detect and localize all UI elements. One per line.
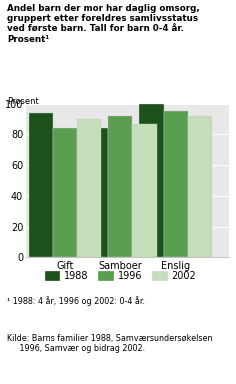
Bar (164, 111, 188, 257)
Text: Kilde: Barns familier 1988, Samværsundersøkelsen
     1996, Samvær og bidrag 200: Kilde: Barns familier 1988, Samværsunder… (7, 334, 213, 353)
Legend: 1988, 1996, 2002: 1988, 1996, 2002 (45, 270, 196, 281)
Bar (29, 113, 53, 257)
Bar (84, 128, 108, 257)
Bar (188, 116, 212, 257)
Bar (108, 116, 132, 257)
Bar (139, 104, 164, 257)
Bar (53, 128, 77, 257)
Text: Andel barn der mor har daglig omsorg,
gruppert etter foreldres samlivsstatus
ved: Andel barn der mor har daglig omsorg, gr… (7, 4, 200, 44)
Bar (77, 119, 101, 257)
Text: ¹ 1988: 4 år, 1996 og 2002: 0-4 år.: ¹ 1988: 4 år, 1996 og 2002: 0-4 år. (7, 296, 145, 306)
Text: Prosent: Prosent (7, 97, 39, 106)
Bar (132, 124, 156, 257)
